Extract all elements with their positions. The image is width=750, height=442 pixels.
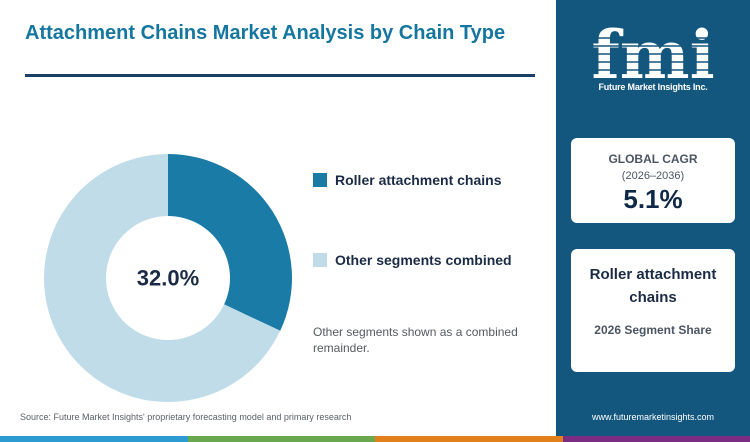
cagr-value: 5.1% [623, 184, 683, 214]
segment-card: Roller attachment chains 2026 Segment Sh… [571, 249, 735, 372]
logo-stripes [583, 37, 723, 71]
donut-slice-other-segments [44, 154, 281, 402]
website-link[interactable]: www.futuremarketinsights.com [591, 412, 715, 422]
bottom-bar-segment [0, 436, 188, 442]
segment-caption: 2026 Segment Share [594, 323, 712, 337]
segment-name: Roller attachment chains [589, 266, 717, 306]
bottom-color-bar [0, 436, 750, 442]
legend-swatch-other [313, 253, 327, 267]
main-card: Attachment Chains Market Analysis by Cha… [20, 22, 535, 422]
legend-swatch-roller [313, 173, 327, 187]
logo-subtitle: Future Market Insights Inc. [598, 82, 708, 92]
donut-center-label: 32.0% [137, 266, 199, 291]
cagr-label: GLOBAL CAGR [608, 152, 698, 166]
logo-mark: fmi [591, 16, 714, 94]
bottom-bar-segment [187, 436, 375, 442]
bottom-bar-segment [375, 436, 563, 442]
donut-slice-roller-attachment-chains [168, 154, 292, 331]
bottom-bar-segment [562, 436, 750, 442]
donut-chart: 32.0% [44, 154, 292, 402]
fmi-logo: fmi [583, 16, 723, 94]
cagr-card: GLOBAL CAGR (2026–2036) 5.1% [571, 138, 735, 223]
legend-item-roller: Roller attachment chains [313, 170, 502, 190]
page-title: Attachment Chains Market Analysis by Cha… [25, 22, 506, 44]
title-divider [25, 74, 535, 77]
source-text: Source: Future Market Insights' propriet… [20, 412, 352, 422]
legend-item-other: Other segments combined [313, 250, 512, 270]
legend-label-roller: Roller attachment chains [335, 172, 502, 188]
legend-label-other: Other segments combined [335, 252, 512, 268]
chart-note: Other segments shown as a combined remai… [313, 325, 518, 355]
cagr-period: (2026–2036) [621, 170, 685, 182]
